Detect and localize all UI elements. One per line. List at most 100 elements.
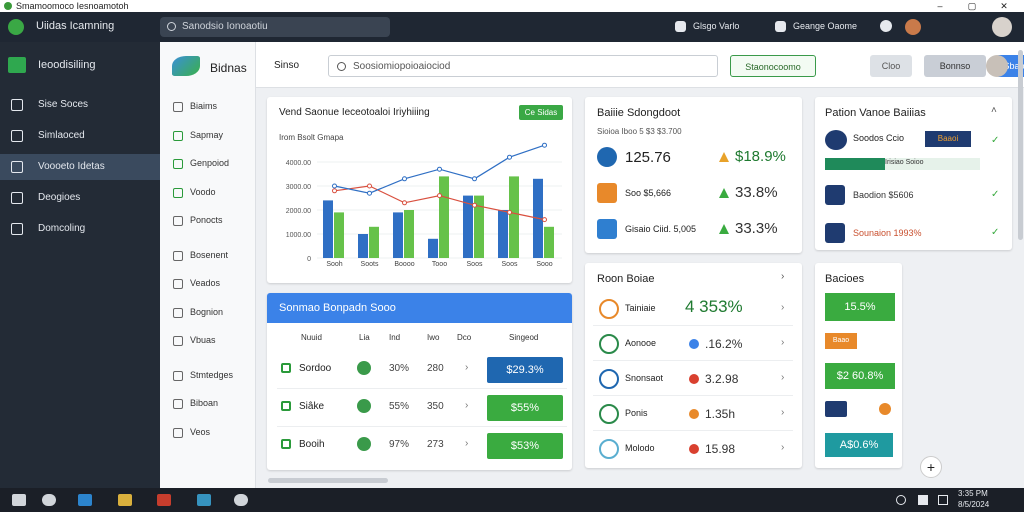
pattern-row: Soodos Ccio xyxy=(853,133,905,143)
column-header: Singeod xyxy=(509,333,539,342)
action-label[interactable]: Geange Oaome xyxy=(793,21,858,31)
window-control[interactable]: – xyxy=(937,1,943,11)
taskbar-icon[interactable] xyxy=(157,494,171,506)
sub-item[interactable]: Genpoiod xyxy=(170,156,254,172)
bar xyxy=(428,238,438,258)
taskbar-icon[interactable] xyxy=(42,494,56,506)
app-header: Uiidas Icamning Sanodsio Ionoaotiu Glsgo V… xyxy=(0,12,1024,42)
row-count: 280 xyxy=(427,363,444,374)
sub-item[interactable]: Biboan xyxy=(170,396,254,412)
sub-item[interactable]: Bognion xyxy=(170,305,254,321)
toolbar-button[interactable]: Staonocoomo xyxy=(730,55,816,77)
nav-item[interactable]: Simlaoced xyxy=(0,123,160,149)
row-divider xyxy=(277,388,567,389)
trend-point xyxy=(402,200,407,206)
trend-point xyxy=(542,142,547,148)
row-icon xyxy=(825,223,845,243)
app-name: Uiidas Icamning xyxy=(36,20,115,32)
toolbar-search[interactable]: Soosiomiopoioaiociod xyxy=(328,55,718,77)
row-pill[interactable]: $29.3% xyxy=(487,357,563,383)
sub-item[interactable]: Vbuas xyxy=(170,333,254,349)
row-pill[interactable]: $53% xyxy=(487,433,563,459)
nav-item[interactable]: Deogioes xyxy=(0,185,160,211)
sub-item[interactable]: Veados xyxy=(170,276,254,292)
nav-item[interactable]: Sise Soces xyxy=(0,92,160,118)
trend-icon xyxy=(719,224,729,234)
search-icon xyxy=(337,62,346,71)
nav-label: Domcoling xyxy=(38,223,86,234)
sub-item[interactable]: Sapmay xyxy=(170,128,254,144)
balance-card: Bacioes 15.5% Baao $2 60.8% A$0.6% xyxy=(815,263,902,468)
sub-item[interactable]: Ponocts xyxy=(170,213,254,229)
region-value: 3.2.98 xyxy=(705,372,739,386)
sub-icon xyxy=(173,102,183,112)
toolbar-button[interactable]: Cloo xyxy=(870,55,912,77)
bar xyxy=(463,195,473,258)
row-change: 33.3% xyxy=(735,220,778,237)
sub-label: Stmtedges xyxy=(190,369,234,380)
balance-tile[interactable]: A$0.6% xyxy=(825,433,893,457)
sub-item[interactable]: Veos xyxy=(170,425,254,441)
trend-point xyxy=(472,202,477,208)
summary-card: Baiiie Sdongdoot Sioioa Iboo 5 $3 $3.700 1… xyxy=(585,97,802,253)
sub-icon xyxy=(173,336,183,346)
bar xyxy=(369,226,379,258)
balance-tile[interactable]: 15.5% xyxy=(825,293,895,321)
bar xyxy=(498,210,508,258)
collapse-icon: ˄ xyxy=(991,105,997,116)
trend-point xyxy=(402,176,407,182)
sub-item[interactable]: Bosenent xyxy=(170,248,254,264)
add-button[interactable]: + xyxy=(920,456,942,478)
window-control[interactable]: ✕ xyxy=(1000,1,1008,11)
taskbar-icon[interactable] xyxy=(118,494,132,506)
y-tick-label: 0 xyxy=(307,256,311,263)
avatar[interactable] xyxy=(992,17,1012,37)
taskbar-icon[interactable] xyxy=(12,494,26,506)
pattern-row: Sounaion 1993% xyxy=(853,228,922,238)
balance-tile[interactable]: $2 60.8% xyxy=(825,363,895,389)
x-tick-label: Sooo xyxy=(536,261,552,268)
nav-item[interactable]: Voooeto Idetas xyxy=(0,154,160,180)
action-label[interactable]: Glsgo Varlo xyxy=(693,21,740,31)
sub-item[interactable]: Biaims xyxy=(170,99,254,115)
tray-icon xyxy=(918,495,928,505)
nav-label: Sise Soces xyxy=(38,99,89,110)
bar xyxy=(334,212,344,258)
row-icon xyxy=(599,299,619,319)
trend-point xyxy=(437,193,442,199)
window-control[interactable]: ▢ xyxy=(967,1,977,11)
sub-item[interactable]: Stmtedges xyxy=(170,368,254,384)
trend-icon xyxy=(719,188,729,198)
sub-icon xyxy=(173,370,183,381)
chart: 0 1000.00 2000.00 3000.00 4000.00 Sooh Soots Bo… xyxy=(286,142,562,268)
trend-point xyxy=(472,176,477,182)
value-icon xyxy=(689,374,699,384)
row-arrow: › xyxy=(781,372,785,383)
chart-title: Vend Saonue Ieceotoaloi Iriyhiiing xyxy=(279,107,430,118)
sub-nav: Bidnas Biaims Sapmay Genpoiod Voodo Ponocts Bo… xyxy=(160,42,256,488)
taskbar-icon[interactable] xyxy=(78,494,92,506)
bar xyxy=(509,176,519,258)
toolbar-label: Sinso xyxy=(274,60,300,71)
taskbar-icon[interactable] xyxy=(197,494,211,506)
balance-tile[interactable]: Baao xyxy=(825,333,857,349)
profile-avatar[interactable] xyxy=(986,55,1008,77)
x-tick-label: Soots xyxy=(361,261,379,268)
taskbar-icon[interactable] xyxy=(234,494,248,506)
row-divider xyxy=(593,360,793,361)
action-icon[interactable] xyxy=(675,21,686,32)
taskbar-time: 3:35 PM xyxy=(958,489,988,498)
sub-label: Ponocts xyxy=(190,215,223,225)
tray-icon xyxy=(938,495,948,505)
nav-item[interactable]: Domcoling xyxy=(0,216,160,242)
search-box[interactable]: Sanodsio Ionoaotiu xyxy=(160,17,390,37)
toolbar-button[interactable]: Bonnso xyxy=(924,55,986,77)
action-icon[interactable] xyxy=(775,21,786,32)
sub-icon xyxy=(173,130,183,141)
column-header: Lia xyxy=(359,333,370,342)
x-tick-label: Sooh xyxy=(326,261,342,268)
row-pill[interactable]: $55% xyxy=(487,395,563,421)
sub-label: Veados xyxy=(190,278,221,288)
sub-item[interactable]: Voodo xyxy=(170,185,254,201)
